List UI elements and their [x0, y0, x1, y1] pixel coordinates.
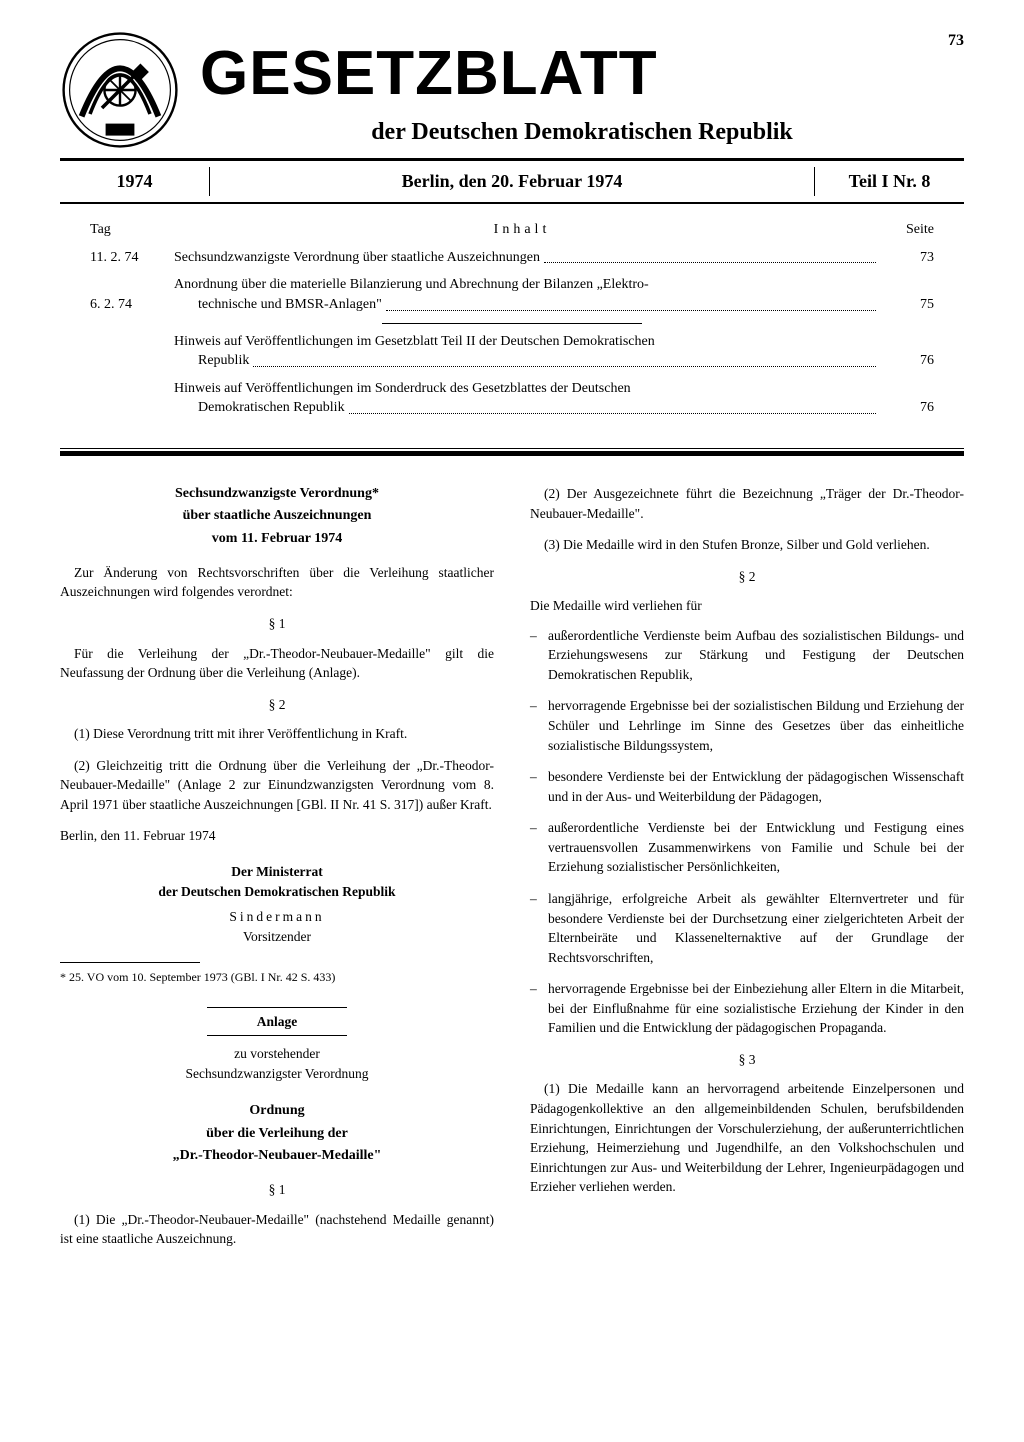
list-item: langjährige, erfolgreiche Arbeit als gew… [530, 889, 964, 967]
place-date: Berlin, den 11. Februar 1974 [60, 826, 494, 846]
sig-line2: der Deutschen Demokratischen Republik [60, 882, 494, 902]
rule [207, 1007, 347, 1008]
toc-title-line2: Demokratischen Republik [198, 398, 345, 418]
page-number: 73 [948, 30, 964, 52]
meta-part: Teil I Nr. 8 [814, 167, 964, 196]
footnote-rule [60, 962, 200, 963]
list-item: außerordentliche Verdienste beim Aufbau … [530, 626, 964, 685]
ordnung-heading1: Ordnung [60, 1101, 494, 1121]
toc-title-line2: Republik [198, 351, 249, 371]
section-1b: § 1 [60, 1180, 494, 1200]
toc-row: 6. 2. 74 Anordnung über die materielle B… [90, 275, 934, 314]
toc-page: 76 [884, 351, 934, 371]
toc-title: Sechsundzwanzigste Verordnung über staat… [174, 248, 540, 268]
section-2-p2: (2) Gleichzeitig tritt die Ordnung über … [60, 756, 494, 815]
toc-divider [382, 323, 642, 324]
toc-page: 73 [884, 248, 934, 268]
anlage-heading: Anlage [60, 1012, 494, 1032]
toc-title-line1: Anordnung über die materielle Bilanzieru… [174, 275, 880, 295]
toc-title-line1: Hinweis auf Veröffentlichungen im Sonder… [174, 379, 880, 399]
main-title: GESETZBLATT [200, 31, 964, 118]
toc-header-date: Tag [90, 220, 170, 240]
dots-leader [386, 310, 876, 311]
section-1-text: Für die Verleihung der „Dr.-Theodor-Neub… [60, 644, 494, 683]
sig-role: Vorsitzender [60, 927, 494, 947]
list-item: hervorragende Ergebnisse bei der soziali… [530, 696, 964, 755]
ordinance-date: vom 11. Februar 1974 [60, 529, 494, 549]
toc-header-page: Seite [874, 220, 934, 240]
footnote: * 25. VO vom 10. September 1973 (GBl. I … [60, 969, 494, 986]
para-2: (2) Der Ausgezeichnete führt die Bezeich… [530, 484, 964, 523]
masthead: 73 GESETZBLATT der Deutschen Demokratisc… [60, 30, 964, 150]
rule [207, 1035, 347, 1036]
left-column: Sechsundzwanzigste Verordnung* über staa… [60, 484, 494, 1261]
list-item: außerordentliche Verdienste bei der Entw… [530, 818, 964, 877]
toc-header: Tag Inhalt Seite [90, 220, 934, 240]
meta-date: Berlin, den 20. Februar 1974 [210, 167, 814, 196]
meta-year: 1974 [60, 167, 210, 196]
ordinance-subtitle: über staatliche Auszeichnungen [60, 506, 494, 526]
section-1: § 1 [60, 614, 494, 634]
right-column: (2) Der Ausgezeichnete führt die Bezeich… [530, 484, 964, 1261]
subtitle: der Deutschen Demokratischen Republik [200, 116, 964, 150]
list-item: besondere Verdienste bei der Entwicklung… [530, 767, 964, 806]
ddr-emblem-icon [60, 30, 180, 150]
anlage-sub1: zu vorstehender [60, 1044, 494, 1064]
para-3: (3) Die Medaille wird in den Stufen Bron… [530, 535, 964, 555]
sig-name: Sindermann [60, 907, 494, 927]
intro-text: Zur Änderung von Rechtsvorschriften über… [60, 563, 494, 602]
toc-end-rules [60, 448, 964, 456]
dots-leader [349, 413, 876, 414]
toc-date: 11. 2. 74 [90, 248, 170, 268]
section-2-p1: (1) Diese Verordnung tritt mit ihrer Ver… [60, 724, 494, 744]
toc-page: 76 [884, 398, 934, 418]
toc-row: Hinweis auf Veröffentlichungen im Gesetz… [90, 332, 934, 371]
sig-line1: Der Ministerrat [60, 862, 494, 882]
section-1b-text: (1) Die „Dr.-Theodor-Neubauer-Medaille" … [60, 1210, 494, 1249]
toc-title-line2: technische und BMSR-Anlagen" [198, 295, 382, 315]
signature-block: Der Ministerrat der Deutschen Demokratis… [60, 862, 494, 946]
body-columns: Sechsundzwanzigste Verordnung* über staa… [60, 484, 964, 1261]
toc-header-title: Inhalt [170, 220, 874, 240]
section-3-text: (1) Die Medaille kann an hervorragend ar… [530, 1079, 964, 1196]
toc-row: Hinweis auf Veröffentlichungen im Sonder… [90, 379, 934, 418]
list-item: hervorragende Ergebnisse bei der Einbezi… [530, 979, 964, 1038]
ordnung-heading3: „Dr.-Theodor-Neubauer-Medaille" [60, 1146, 494, 1166]
bullet-list: außerordentliche Verdienste beim Aufbau … [530, 626, 964, 1038]
section-2: § 2 [60, 695, 494, 715]
anlage-sub2: Sechsundzwanzigster Verordnung [60, 1064, 494, 1084]
meta-bar: 1974 Berlin, den 20. Februar 1974 Teil I… [60, 158, 964, 203]
toc-date: 6. 2. 74 [90, 295, 170, 315]
toc-title-line1: Hinweis auf Veröffentlichungen im Gesetz… [174, 332, 880, 352]
dots-leader [544, 262, 876, 263]
title-block: GESETZBLATT der Deutschen Demokratischen… [200, 31, 964, 149]
ordnung-heading2: über die Verleihung der [60, 1124, 494, 1144]
dots-leader [253, 366, 876, 367]
table-of-contents: Tag Inhalt Seite 11. 2. 74 Sechsundzwanz… [60, 204, 964, 438]
toc-row: 11. 2. 74 Sechsundzwanzigste Verordnung … [90, 248, 934, 268]
s2-intro: Die Medaille wird verliehen für [530, 596, 964, 616]
section-2-right: § 2 [530, 567, 964, 587]
ordinance-title: Sechsundzwanzigste Verordnung* [60, 484, 494, 504]
toc-page: 75 [884, 295, 934, 315]
section-3: § 3 [530, 1050, 964, 1070]
